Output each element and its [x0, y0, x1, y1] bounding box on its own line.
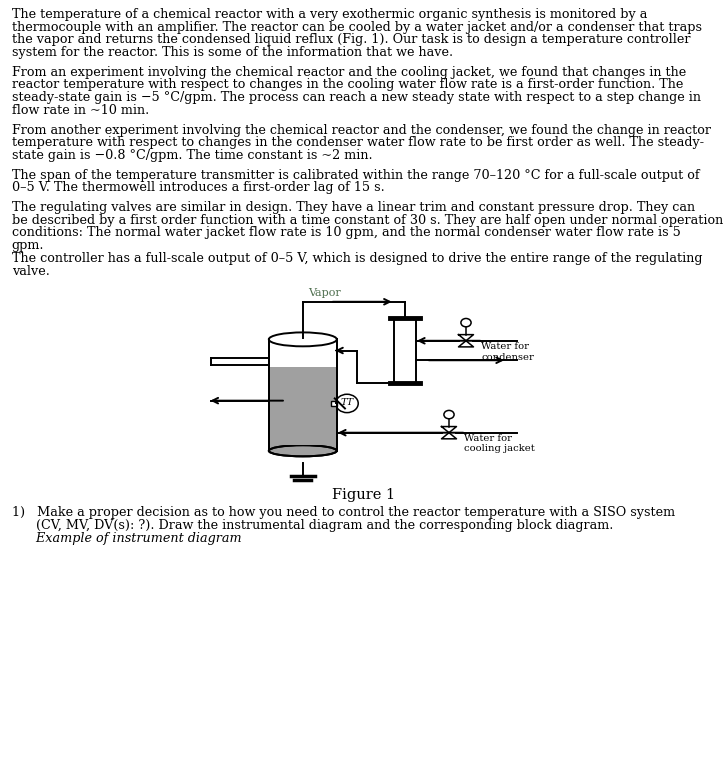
Text: temperature with respect to changes in the condenser water flow rate to be first: temperature with respect to changes in t… — [12, 136, 704, 149]
Ellipse shape — [444, 410, 454, 419]
Text: valve.: valve. — [12, 265, 50, 278]
Text: Figure 1: Figure 1 — [333, 489, 395, 502]
Text: flow rate in ~10 min.: flow rate in ~10 min. — [12, 103, 149, 117]
Bar — [394, 318, 416, 383]
Bar — [269, 348, 337, 451]
Text: From an experiment involving the chemical reactor and the cooling jacket, we fou: From an experiment involving the chemica… — [12, 65, 686, 79]
Text: 0–5 V. The thermowell introduces a first-order lag of 15 s.: 0–5 V. The thermowell introduces a first… — [12, 181, 384, 194]
Ellipse shape — [461, 318, 471, 326]
Text: The regulating valves are similar in design. They have a linear trim and constan: The regulating valves are similar in des… — [12, 201, 695, 214]
Bar — [269, 345, 337, 368]
Circle shape — [336, 394, 358, 412]
Ellipse shape — [269, 445, 337, 457]
Text: steady-state gain is −5 °C/gpm. The process can reach a new steady state with re: steady-state gain is −5 °C/gpm. The proc… — [12, 91, 700, 104]
Text: gpm.: gpm. — [12, 239, 44, 252]
Text: state gain is −0.8 °C/gpm. The time constant is ~2 min.: state gain is −0.8 °C/gpm. The time cons… — [12, 149, 372, 162]
Text: the vapor and returns the condensed liquid reflux (Fig. 1). Our task is to desig: the vapor and returns the condensed liqu… — [12, 33, 690, 46]
Text: conditions: The normal water jacket flow rate is 10 gpm, and the normal condense: conditions: The normal water jacket flow… — [12, 227, 681, 240]
Text: (CV, MV, DV(s): ?). Draw the instrumental diagram and the corresponding block di: (CV, MV, DV(s): ?). Draw the instrumenta… — [12, 519, 613, 532]
Text: The span of the temperature transmitter is calibrated within the range 70–120 °C: The span of the temperature transmitter … — [12, 169, 700, 182]
Text: TT: TT — [341, 398, 354, 407]
Text: be described by a first order function with a time constant of 30 s. They are ha: be described by a first order function w… — [12, 214, 723, 227]
Text: Example of instrument diagram: Example of instrument diagram — [12, 532, 241, 545]
Text: Water for
condenser: Water for condenser — [481, 342, 534, 361]
Text: thermocouple with an amplifier. The reactor can be cooled by a water jacket and/: thermocouple with an amplifier. The reac… — [12, 21, 702, 33]
Text: reactor temperature with respect to changes in the cooling water flow rate is a : reactor temperature with respect to chan… — [12, 78, 683, 91]
Text: Water for
cooling jacket: Water for cooling jacket — [464, 434, 535, 454]
Ellipse shape — [269, 333, 337, 346]
Bar — [331, 401, 338, 406]
Text: system for the reactor. This is some of the information that we have.: system for the reactor. This is some of … — [12, 46, 453, 59]
Text: 1)   Make a proper decision as to how you need to control the reactor temperatur: 1) Make a proper decision as to how you … — [12, 506, 675, 519]
Text: From another experiment involving the chemical reactor and the condenser, we fou: From another experiment involving the ch… — [12, 123, 711, 136]
Bar — [269, 367, 336, 444]
Text: The temperature of a chemical reactor with a very exothermic organic synthesis i: The temperature of a chemical reactor wi… — [12, 8, 647, 21]
Text: The controller has a full-scale output of 0–5 V, which is designed to drive the : The controller has a full-scale output o… — [12, 252, 702, 265]
Text: Vapor: Vapor — [308, 288, 341, 298]
